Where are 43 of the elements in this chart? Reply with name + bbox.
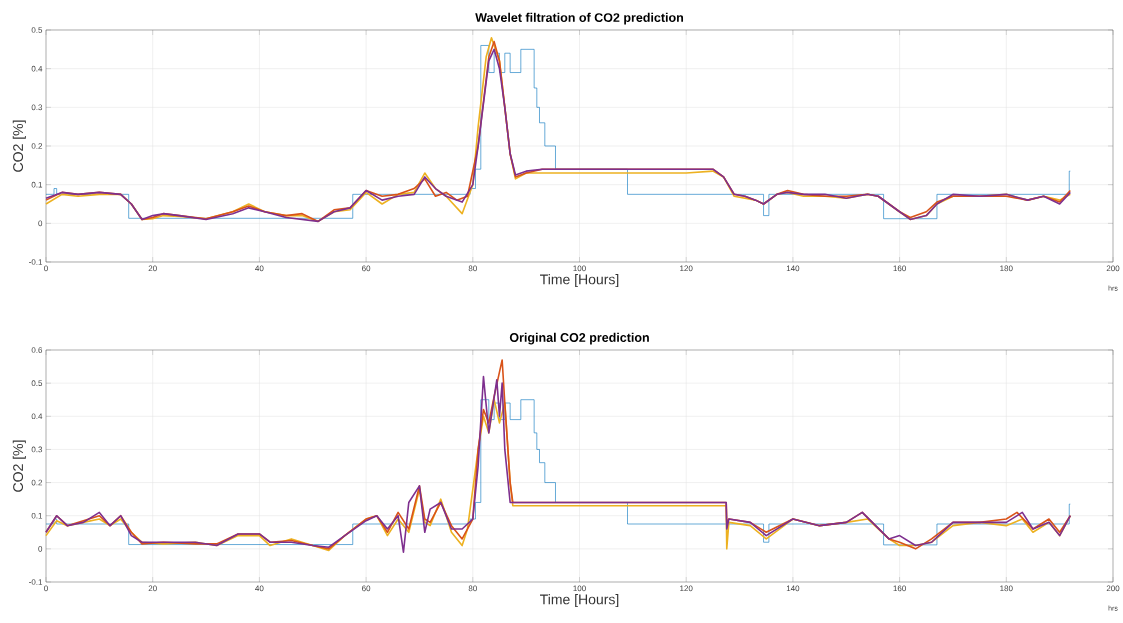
y-tick-label: 0.3 <box>31 104 43 111</box>
x-tick-label: 80 <box>468 585 477 592</box>
x-tick-label: 40 <box>255 585 264 592</box>
x-tick-label: 180 <box>1000 265 1013 272</box>
x-tick-label: 100 <box>573 265 586 272</box>
x-tick-label: 160 <box>893 585 906 592</box>
x-tick-label: 200 <box>1106 265 1120 272</box>
x-tick-label: 40 <box>255 265 264 272</box>
x-tick-label: 100 <box>573 585 586 592</box>
y-tick-label: 0 <box>38 546 43 552</box>
x-tick-label: 60 <box>362 585 371 592</box>
y-tick-label: 0.1 <box>31 181 43 188</box>
y-axis-title: CO2 [%] <box>12 120 26 172</box>
x-tick-label: 0 <box>44 265 48 272</box>
y-tick-label: 0.4 <box>31 65 43 72</box>
x-tick-label: 160 <box>893 265 906 272</box>
y-tick-label: -0.1 <box>29 579 43 585</box>
x-tick-label: 140 <box>786 265 800 272</box>
x-tick-label: 20 <box>148 265 157 272</box>
y-tick-label: 0 <box>38 220 43 227</box>
y-axis-title: CO2 [%] <box>12 440 26 492</box>
y-tick-label: 0.1 <box>31 512 43 519</box>
x-tick-label: 140 <box>786 585 800 592</box>
y-tick-label: 0.5 <box>31 27 43 33</box>
x-tick-label: 80 <box>468 265 477 272</box>
x-tick-label: 20 <box>148 585 157 592</box>
x-axis-title: Time [Hours] <box>540 594 619 608</box>
y-tick-label: 0.5 <box>31 380 43 386</box>
y-tick-label: 0.2 <box>31 143 43 149</box>
chart-title: Wavelet filtration of CO2 prediction <box>475 12 684 25</box>
chart-title: Original CO2 prediction <box>509 332 649 345</box>
x-tick-label: 180 <box>1000 585 1013 592</box>
y-tick-label: -0.1 <box>29 259 43 265</box>
y-tick-label: 0.6 <box>31 347 43 353</box>
y-tick-label: 0.4 <box>31 413 43 420</box>
x-tick-label: 200 <box>1106 585 1120 592</box>
y-tick-label: 0.3 <box>31 446 43 453</box>
x-tick-label: 120 <box>680 585 693 592</box>
x-tick-label: 60 <box>362 265 371 272</box>
y-tick-label: 0.2 <box>31 479 43 486</box>
x-axis-title: Time [Hours] <box>540 274 619 288</box>
x-tick-label: 120 <box>680 265 693 272</box>
x-tick-label: 0 <box>44 585 48 592</box>
